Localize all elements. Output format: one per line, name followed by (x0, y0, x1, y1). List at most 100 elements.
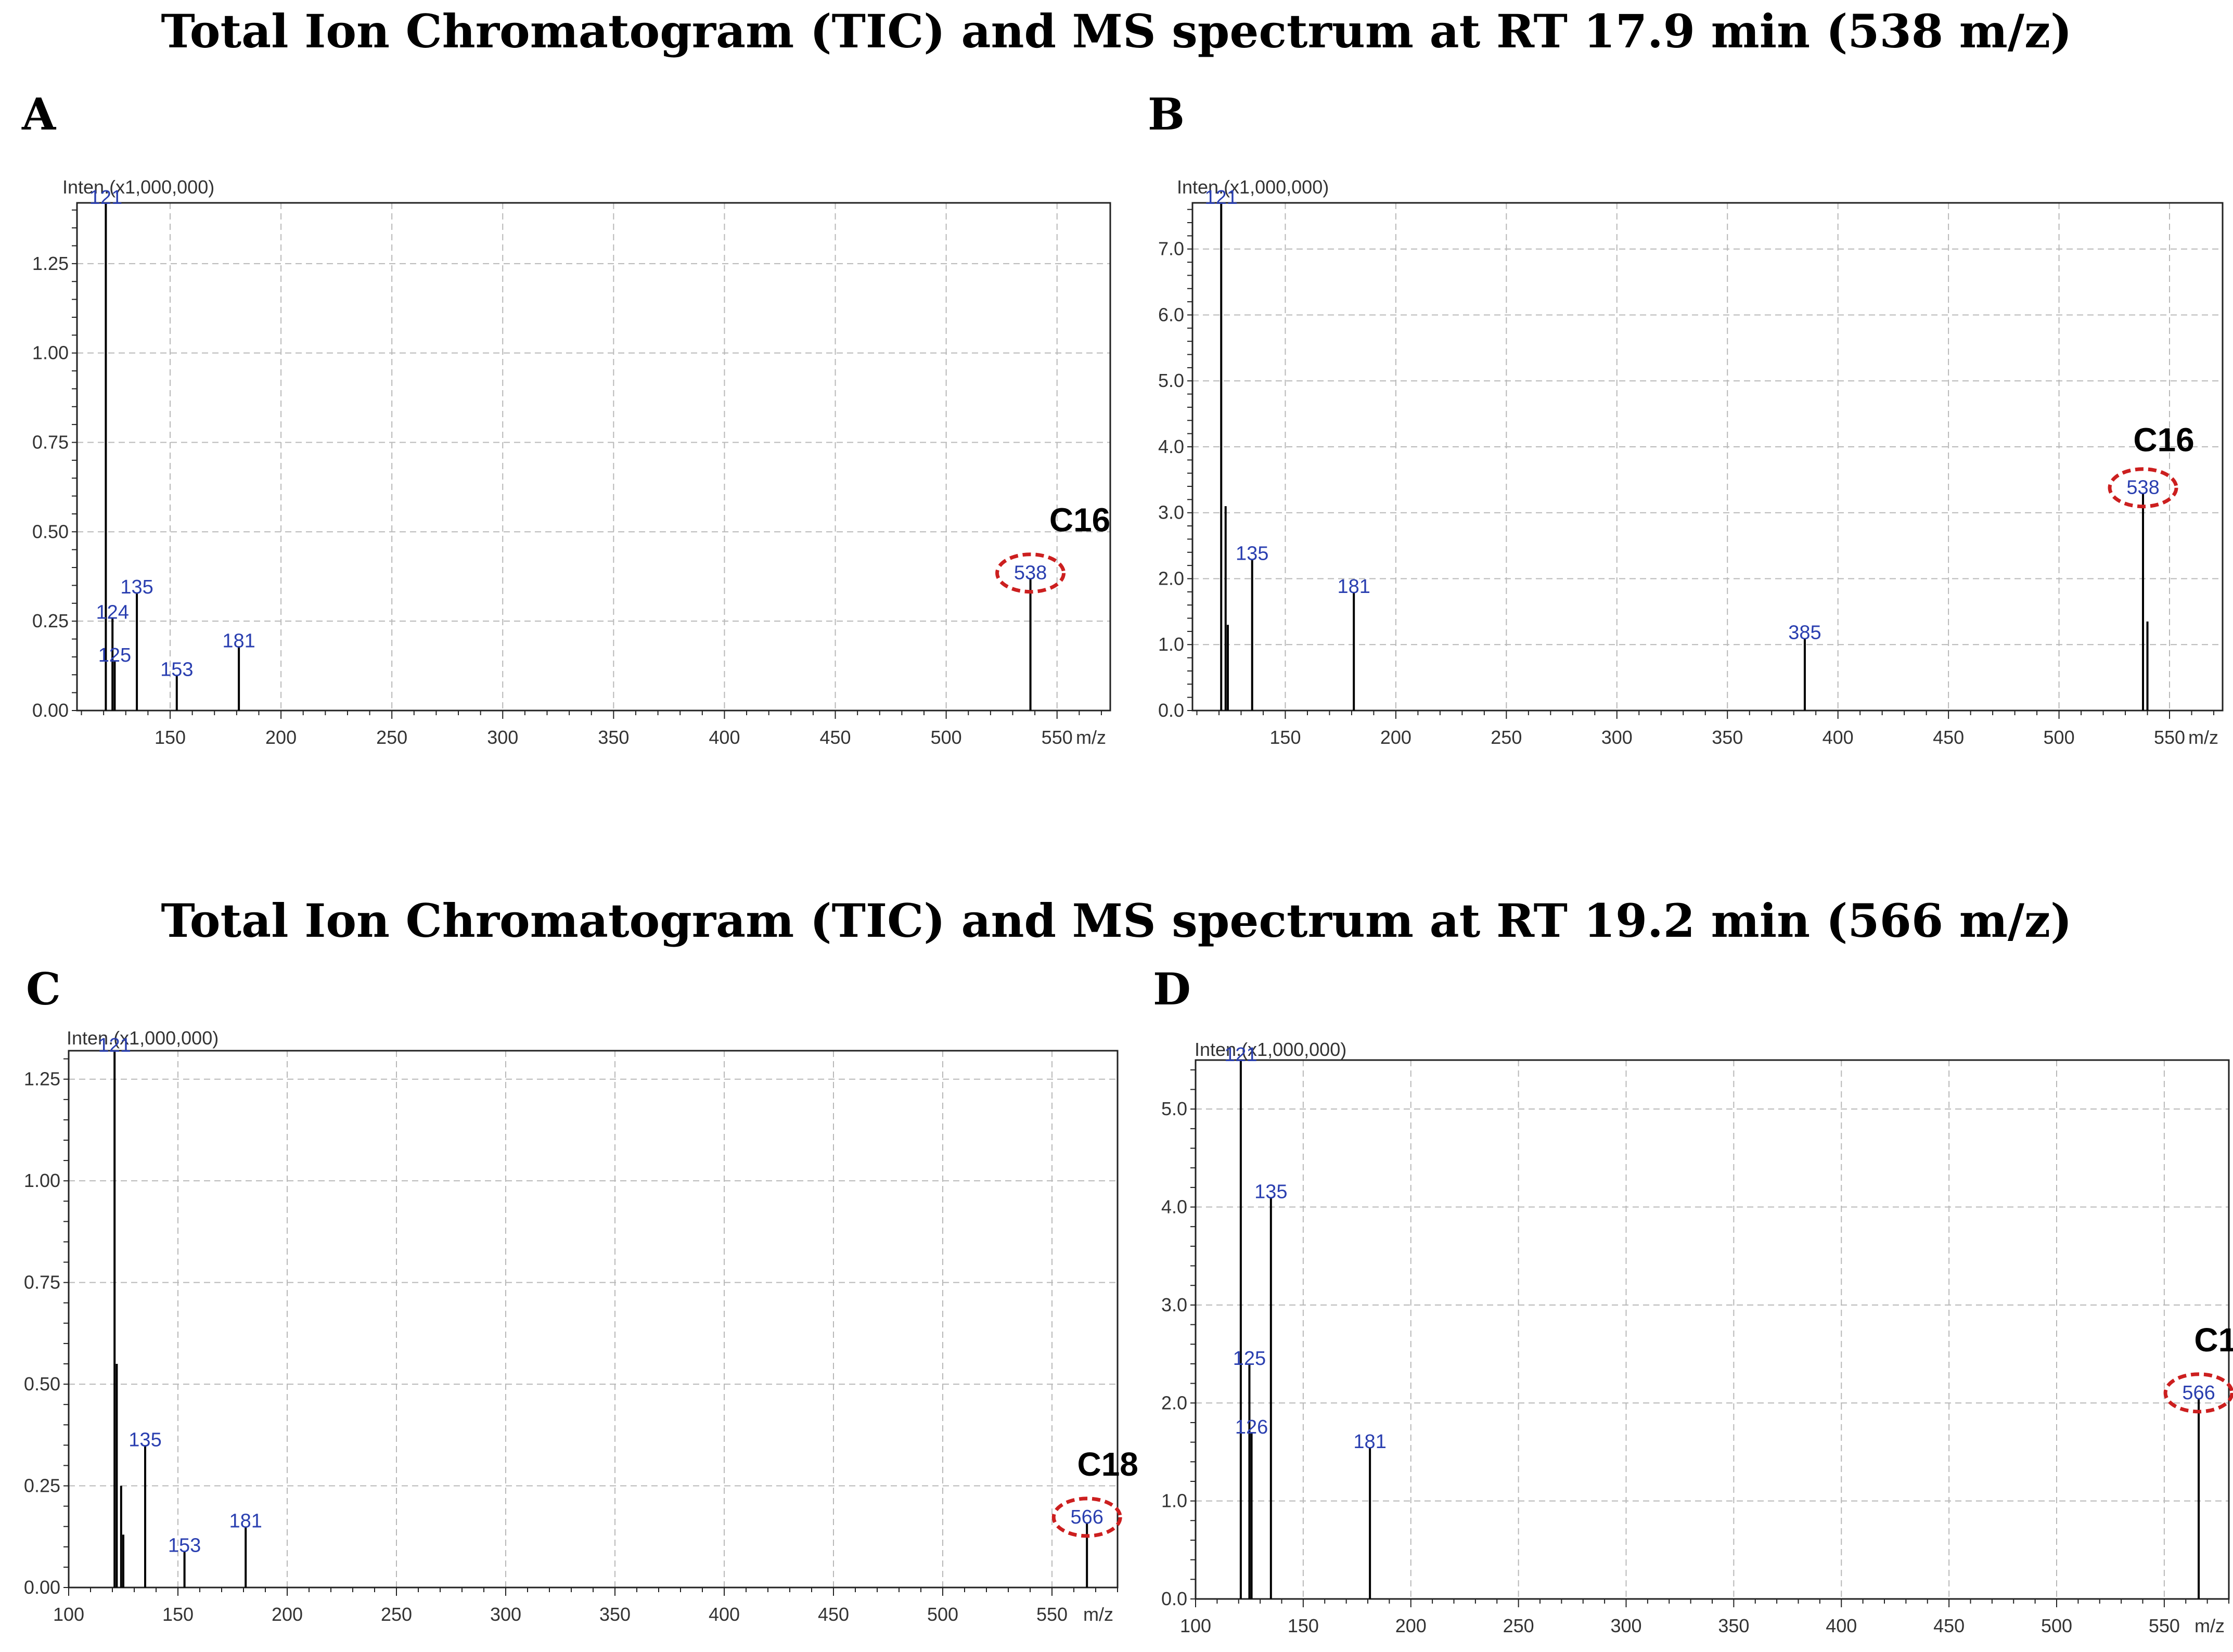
peak-label: 181 (229, 1511, 262, 1532)
x-tick-label: 300 (1610, 1615, 1641, 1636)
y-tick-label: 0.0 (1158, 700, 1184, 721)
x-tick-label: 450 (1933, 727, 1964, 748)
x-tick-label: 200 (265, 727, 297, 748)
y-tick-label: 1.0 (1161, 1490, 1187, 1512)
x-tick-label: 200 (1395, 1615, 1427, 1636)
x-tick-label: 150 (1269, 727, 1301, 748)
y-tick-label: 3.0 (1158, 502, 1184, 523)
highlight-ellipse (2163, 1372, 2233, 1414)
compound-annotation: C18 (2194, 1321, 2233, 1359)
compound-annotation: C18 (1077, 1446, 1138, 1483)
x-tick-label: 350 (599, 1604, 631, 1625)
x-axis-label: m/z (2188, 727, 2218, 748)
y-axis-label: Inten.(x1,000,000) (67, 1027, 219, 1049)
y-tick-label: 0.75 (32, 432, 69, 453)
y-tick-label: 0.00 (32, 700, 69, 721)
peak-label: 153 (160, 659, 193, 680)
x-axis-label: m/z (1083, 1604, 1113, 1625)
y-tick-label: 5.0 (1158, 370, 1184, 391)
peak-label: 566 (2182, 1382, 2215, 1404)
y-tick-label: 0.0 (1161, 1588, 1187, 1609)
y-tick-label: 5.0 (1161, 1098, 1187, 1119)
plot-frame (1195, 1059, 2230, 1600)
y-tick-label: 0.75 (24, 1272, 60, 1293)
y-axis-label: Inten.(x1,000,000) (1195, 1039, 1346, 1060)
y-tick-label: 2.0 (1158, 567, 1184, 589)
peak-label: 385 (1788, 622, 1821, 644)
x-tick-label: 300 (1601, 727, 1633, 748)
x-tick-label: 550 (1036, 1604, 1068, 1625)
x-tick-label: 150 (162, 1604, 194, 1625)
x-tick-label: 300 (490, 1604, 521, 1625)
x-tick-label: 450 (819, 727, 851, 748)
x-tick-label: 500 (2041, 1615, 2072, 1636)
x-tick-label: 200 (272, 1604, 303, 1625)
y-tick-label: 7.0 (1158, 238, 1184, 260)
panel-label-a: A (22, 88, 56, 140)
x-tick-label: 100 (1180, 1615, 1211, 1636)
y-tick-label: 3.0 (1161, 1294, 1187, 1315)
y-tick-label: 1.25 (24, 1068, 60, 1090)
x-tick-label: 450 (1933, 1615, 1965, 1636)
peak-label: 121 (98, 1035, 131, 1056)
peak-label: 181 (1337, 576, 1370, 598)
y-tick-label: 0.50 (24, 1373, 60, 1395)
panel-label-d: D (1153, 963, 1191, 1015)
title-bottom: Total Ion Chromatogram (TIC) and MS spec… (161, 894, 2072, 948)
x-tick-label: 250 (376, 727, 407, 748)
y-tick-label: 6.0 (1158, 304, 1184, 325)
peak-label: 181 (222, 630, 255, 652)
peak-label: 153 (168, 1535, 201, 1557)
x-tick-label: 150 (155, 727, 186, 748)
y-tick-label: 1.0 (1158, 634, 1184, 655)
y-axis-label: Inten.(x1,000,000) (62, 176, 214, 198)
x-tick-label: 400 (709, 727, 740, 748)
x-tick-label: 150 (1288, 1615, 1319, 1636)
peak-label: 538 (1014, 562, 1047, 584)
peak-label: 135 (120, 576, 153, 598)
x-tick-label: 550 (2149, 1615, 2180, 1636)
peak-label: 135 (1254, 1181, 1287, 1203)
plot-frame (76, 202, 1111, 712)
x-tick-label: 550 (1042, 727, 1073, 748)
y-tick-label: 0.00 (24, 1577, 60, 1598)
x-tick-label: 350 (1718, 1615, 1749, 1636)
x-tick-label: 250 (1491, 727, 1522, 748)
peak-label: 125 (1233, 1348, 1266, 1370)
x-tick-label: 350 (598, 727, 629, 748)
panel-label-c: C (26, 963, 61, 1015)
plot-frame (1191, 202, 2224, 712)
highlight-ellipse (995, 552, 1066, 594)
x-tick-label: 250 (381, 1604, 412, 1625)
peak-label: 135 (129, 1429, 161, 1451)
y-tick-label: 4.0 (1158, 436, 1184, 457)
x-tick-label: 500 (931, 727, 962, 748)
x-axis-label: m/z (2194, 1615, 2225, 1636)
y-tick-label: 0.50 (32, 521, 69, 542)
y-tick-label: 0.25 (24, 1475, 60, 1496)
x-tick-label: 100 (53, 1604, 84, 1625)
x-tick-label: 400 (1826, 1615, 1857, 1636)
peak-label: 135 (1236, 543, 1268, 564)
y-tick-label: 4.0 (1161, 1196, 1187, 1218)
highlight-ellipse (2108, 467, 2178, 509)
peak-label: 124 (96, 601, 129, 623)
peak-label: 126 (1235, 1416, 1268, 1438)
y-tick-label: 1.25 (32, 253, 69, 274)
peak-label: 566 (1070, 1506, 1103, 1528)
panel-label-b: B (1148, 88, 1185, 140)
y-tick-label: 1.00 (32, 342, 69, 364)
x-axis-label: m/z (1076, 727, 1106, 748)
x-tick-label: 400 (1823, 727, 1854, 748)
peak-label: 538 (2126, 477, 2159, 499)
compound-annotation: C16 (1049, 501, 1110, 539)
x-tick-label: 450 (818, 1604, 849, 1625)
y-tick-label: 1.00 (24, 1170, 60, 1191)
x-tick-label: 550 (2154, 727, 2185, 748)
x-tick-label: 200 (1380, 727, 1411, 748)
x-tick-label: 500 (927, 1604, 958, 1625)
peak-label: 181 (1353, 1431, 1386, 1453)
y-tick-label: 0.25 (32, 610, 69, 631)
y-tick-label: 2.0 (1161, 1392, 1187, 1413)
